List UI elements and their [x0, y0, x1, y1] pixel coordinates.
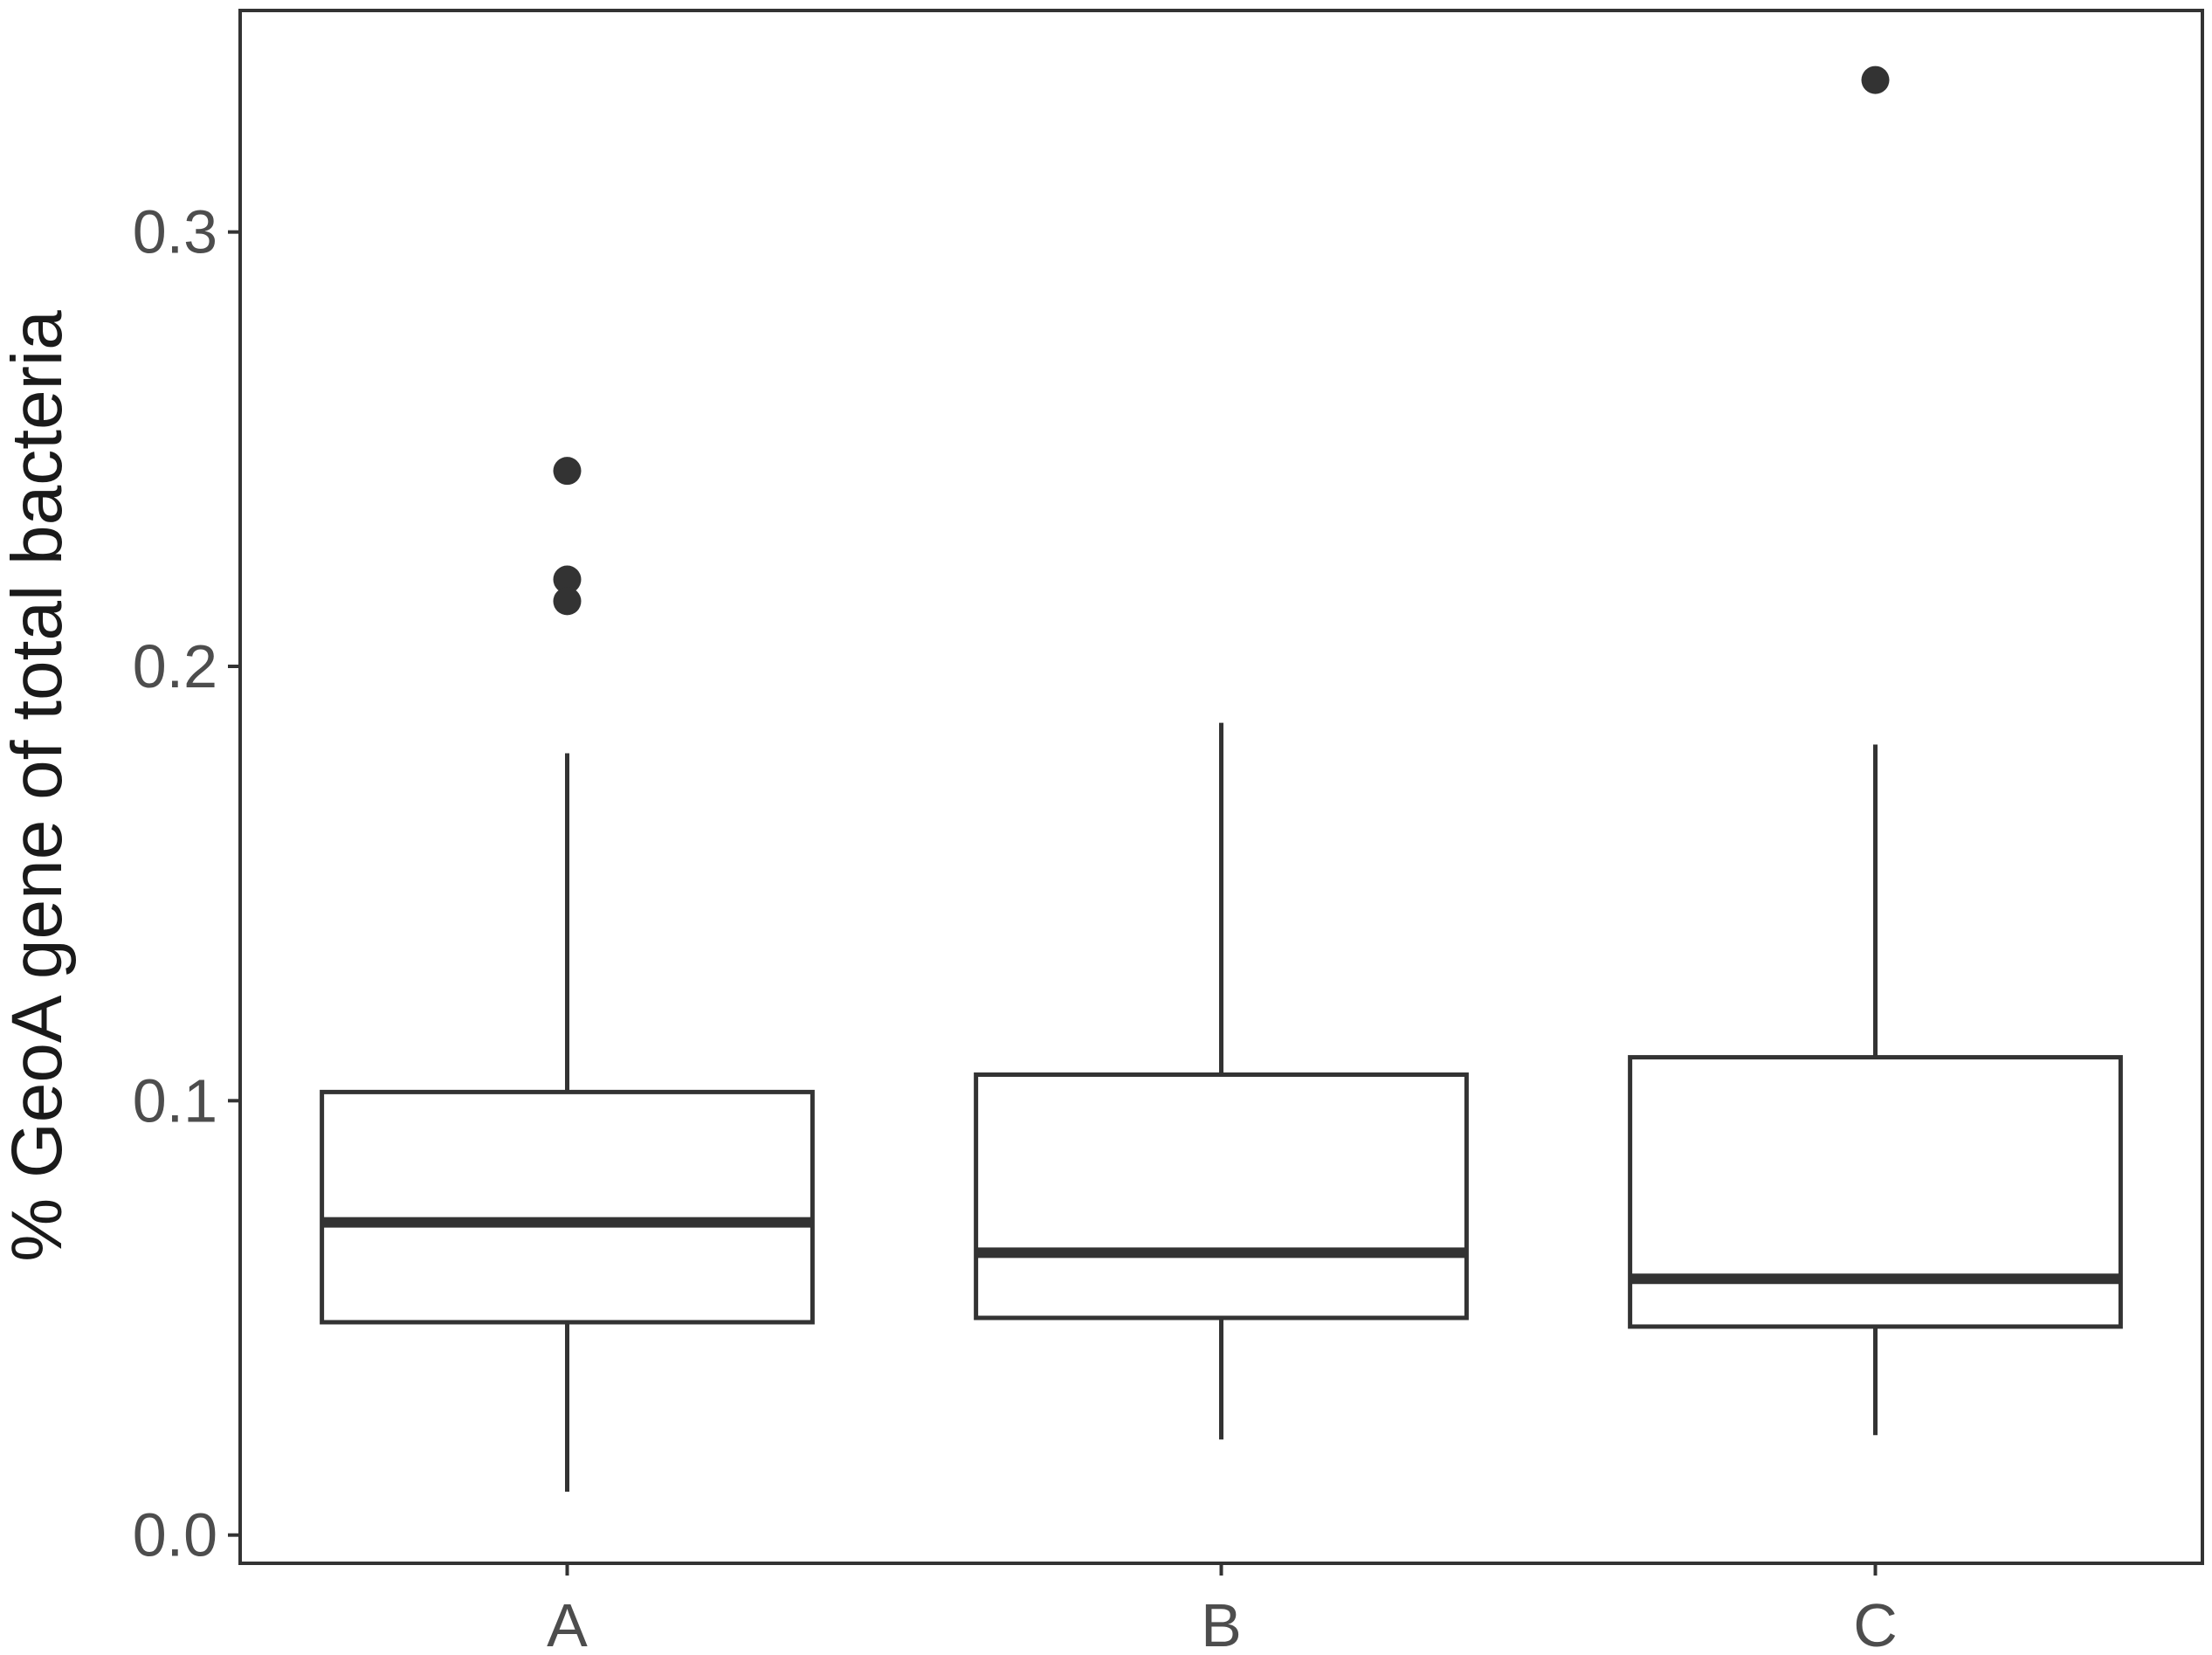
y-tick-label: 0.1	[133, 1066, 217, 1134]
iqr-box	[320, 1089, 815, 1325]
iqr-box	[974, 1072, 1469, 1321]
outlier-point	[1861, 66, 1890, 94]
y-tick-label: 0.3	[133, 198, 217, 266]
outlier-point	[553, 565, 582, 594]
iqr-box	[1628, 1055, 2123, 1329]
box-series	[320, 66, 2123, 1492]
x-tick-label: C	[1853, 1591, 1898, 1655]
y-axis: 0.0 0.1 0.2 0.3	[133, 198, 240, 1569]
box-c	[1628, 66, 2123, 1436]
outlier-point	[553, 587, 582, 616]
x-tick-label: A	[547, 1591, 588, 1655]
x-tick-label: B	[1201, 1591, 1242, 1655]
box-a	[320, 457, 815, 1492]
y-tick-label: 0.2	[133, 632, 217, 700]
y-axis-title: % GeoA gene of total bacteria	[0, 310, 77, 1262]
x-axis: A B C	[547, 1563, 1898, 1655]
y-tick-label: 0.0	[133, 1501, 217, 1569]
outlier-point	[553, 457, 582, 486]
box-b	[974, 722, 1469, 1440]
